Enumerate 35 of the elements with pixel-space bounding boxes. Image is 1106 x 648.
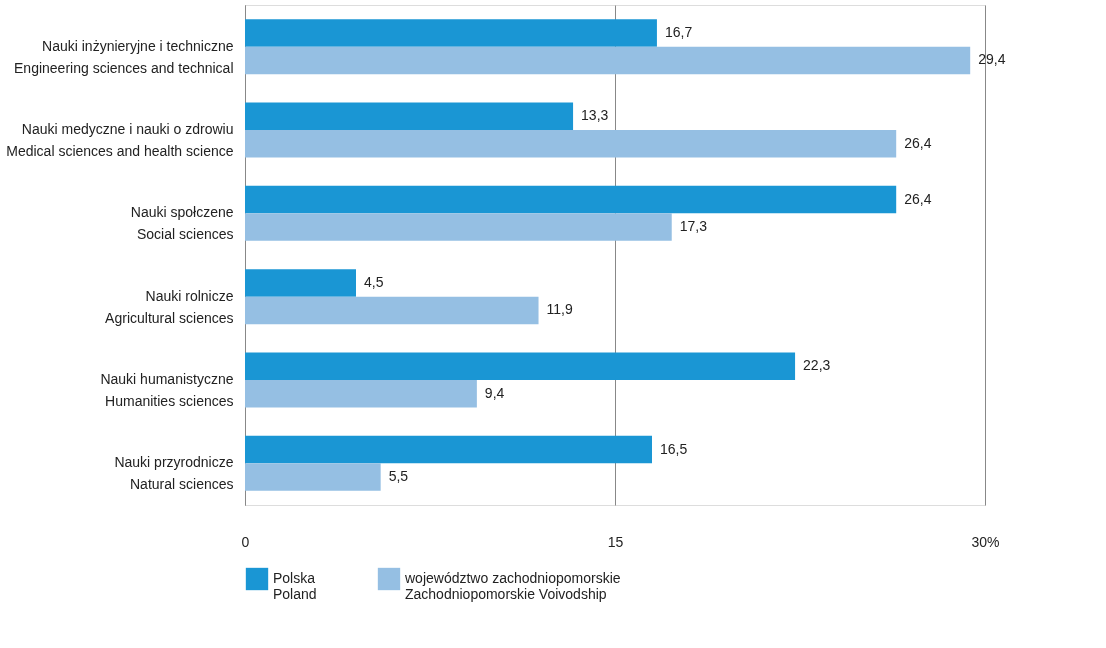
data-label: 17,3 xyxy=(679,218,708,235)
data-label: 5,5 xyxy=(388,468,409,485)
bar xyxy=(245,269,356,297)
bar xyxy=(245,380,477,408)
x-tick-label: 15 xyxy=(607,533,624,550)
y-tick-label: Nauki rolnicze Agricultural sciences xyxy=(105,287,234,326)
y-tick-label: Nauki przyrodnicze Natural sciences xyxy=(114,454,234,493)
legend-label: województwo zachodniopomorskie Zachodniopomorskie Voivodship xyxy=(404,570,621,602)
data-label: 16,7 xyxy=(664,23,693,40)
bar xyxy=(245,463,381,491)
data-label: 13,3 xyxy=(581,107,609,124)
bar xyxy=(245,185,897,214)
bar xyxy=(245,19,657,47)
legend-label: Polska Poland xyxy=(273,570,317,602)
data-label: 26,4 xyxy=(904,134,932,151)
data-label: 16,5 xyxy=(660,440,688,457)
data-label: 29,4 xyxy=(978,51,1006,68)
bar xyxy=(245,352,796,380)
bar xyxy=(245,46,971,75)
data-label: 26,4 xyxy=(904,190,932,207)
x-tick-label: 0 xyxy=(241,533,250,550)
y-tick-label: Nauki medyczne i nauki o zdrowiu Medical sciences and health science xyxy=(6,121,234,159)
data-label: 9,4 xyxy=(484,384,505,401)
bar xyxy=(245,435,652,464)
data-label: 11,9 xyxy=(546,301,573,318)
data-label: 22,3 xyxy=(803,357,831,374)
bar xyxy=(245,296,539,325)
bar xyxy=(245,102,574,130)
bar xyxy=(245,213,672,241)
data-label: 4,5 xyxy=(364,273,384,290)
y-tick-label: Nauki inżynieryjne i techniczne Engineering sciences and technical xyxy=(14,37,234,76)
bar xyxy=(245,130,897,158)
y-tick-label: Nauki humanistyczne Humanities sciences xyxy=(100,371,234,409)
x-tick-label: 30% xyxy=(971,533,1000,550)
y-tick-label: Nauki społczene Social sciences xyxy=(130,204,234,243)
